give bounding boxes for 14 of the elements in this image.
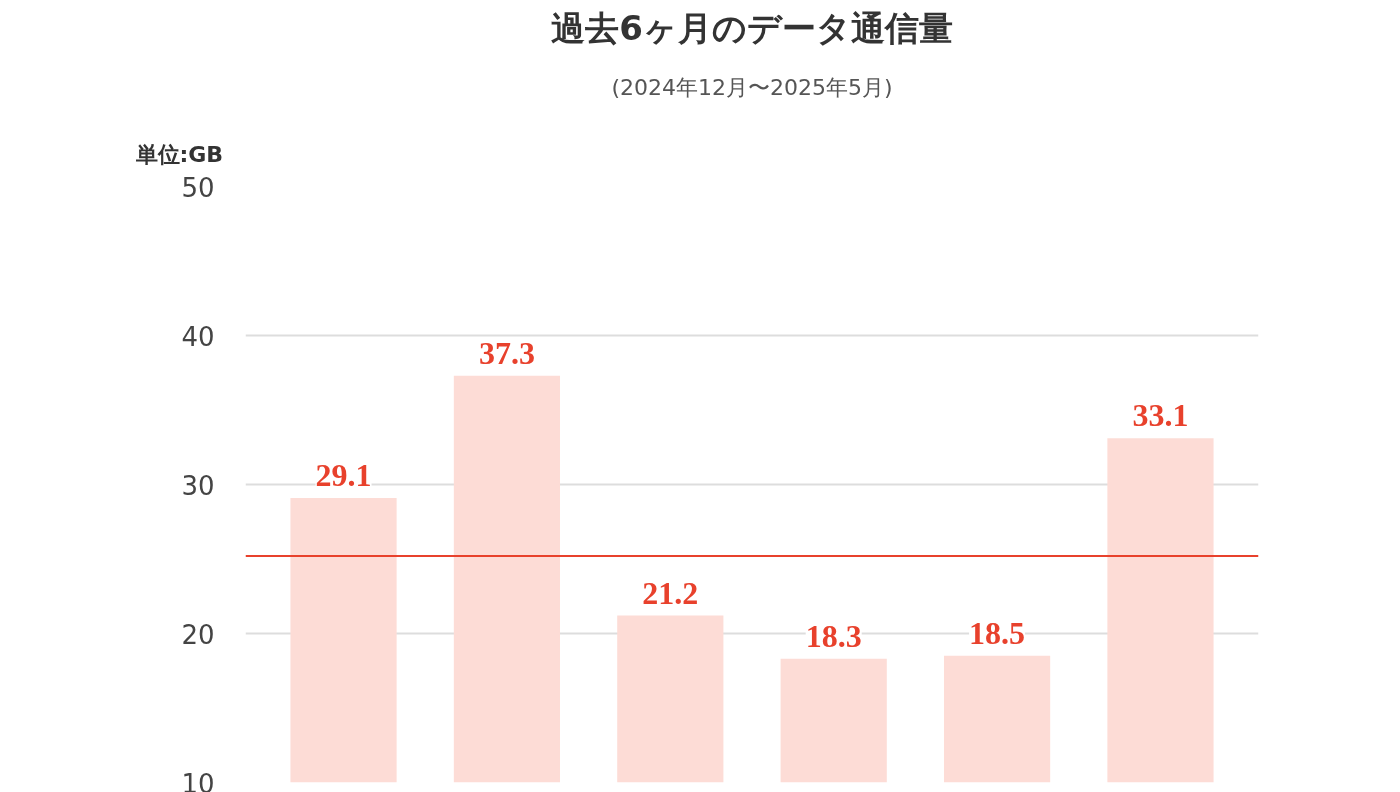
y-axis-title: 単位:GB bbox=[134, 141, 224, 167]
data-label: 21.2 bbox=[642, 574, 699, 611]
data-label: 37.3 bbox=[478, 334, 535, 371]
chart-subtitle: (2024年12月〜2025年5月) bbox=[611, 74, 893, 100]
data-label: 29.1 bbox=[315, 456, 372, 493]
chart-title: 過去6ヶ月のデータ通信量 bbox=[551, 7, 953, 48]
data-label: 18.3 bbox=[805, 617, 862, 654]
y-tick-label: 10 bbox=[181, 768, 215, 792]
y-tick-label: 30 bbox=[181, 470, 215, 501]
y-tick-label: 50 bbox=[181, 172, 215, 203]
y-tick-label: 40 bbox=[181, 321, 215, 352]
y-tick-label: 20 bbox=[181, 619, 215, 650]
data-label: 18.5 bbox=[969, 614, 1026, 651]
data-label: 33.1 bbox=[1132, 397, 1189, 434]
